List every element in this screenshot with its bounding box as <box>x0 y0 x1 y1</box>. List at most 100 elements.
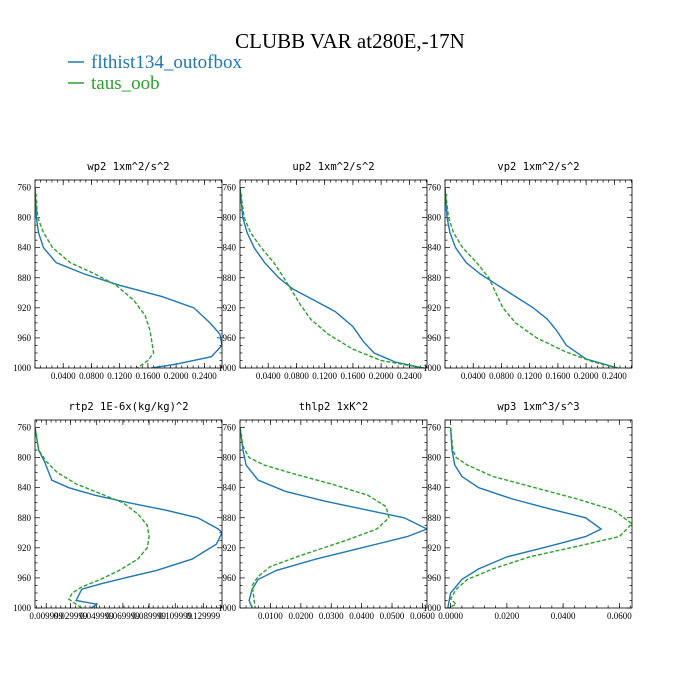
y-tick-label: 840 <box>18 243 32 253</box>
y-tick-label: 880 <box>223 513 237 523</box>
panel-title: wp2 1xm^2/s^2 <box>87 161 169 173</box>
x-tick-label: 0.2000 <box>164 371 189 381</box>
plot-frame <box>34 419 223 609</box>
x-tick-label: 0.1200 <box>107 371 132 381</box>
series-line-taus-oob <box>35 187 155 368</box>
x-tick-label: 0.1600 <box>341 371 366 381</box>
x-tick-label: 0.2000 <box>574 371 599 381</box>
x-tick-label: 0.009999 <box>29 611 63 621</box>
y-tick-label: 920 <box>223 543 237 553</box>
series-line-flthist134 <box>240 427 427 608</box>
legend-label-2: taus_oob <box>91 73 160 94</box>
panel-title: vp2 1xm^2/s^2 <box>497 161 579 173</box>
x-tick-label: 0.109999 <box>158 611 192 621</box>
y-tick-label: 880 <box>428 513 442 523</box>
panel-title: rtp2 1E-6x(kg/kg)^2 <box>68 401 188 413</box>
series-line-flthist134 <box>447 427 603 608</box>
x-tick-label: 0.089999 <box>132 611 166 621</box>
y-tick-label: 1000 <box>423 603 442 613</box>
plot-frame <box>239 419 428 609</box>
y-tick-label: 800 <box>223 213 237 223</box>
plot-frame <box>239 179 428 369</box>
x-tick-label: 0.029999 <box>54 611 88 621</box>
panel-2: up2 1xm^2/s^2 760 800 840 880 920 960 1000 0.040… <box>218 161 428 381</box>
y-tick-label: 800 <box>428 453 442 463</box>
x-tick-label: 0.1200 <box>312 371 337 381</box>
plot-frame <box>444 419 633 609</box>
x-tick-label: 0.2400 <box>397 371 422 381</box>
x-tick-label: 0.0800 <box>489 371 514 381</box>
y-tick-label: 920 <box>18 543 32 553</box>
x-tick-label: 0.2400 <box>192 371 217 381</box>
x-tick-label: 0.0200 <box>288 611 313 621</box>
x-tick-label: 0.129999 <box>186 611 220 621</box>
y-tick-label: 920 <box>18 303 32 313</box>
series-line-taus-oob <box>445 187 619 368</box>
x-tick-label: 0.0400 <box>551 611 576 621</box>
panel-title: up2 1xm^2/s^2 <box>292 161 374 173</box>
panel-title: wp3 1xm^3/s^3 <box>497 401 579 413</box>
panel-4: rtp2 1E-6x(kg/kg)^2 760 800 840 880 920 960 100… <box>13 401 223 621</box>
series-line-flthist134 <box>445 187 619 368</box>
x-tick-label: 0.069999 <box>106 611 140 621</box>
panel-1: wp2 1xm^2/s^2 760 800 840 880 920 960 1000 0.040… <box>13 161 223 381</box>
legend-label-1: flthist134_outofbox <box>91 52 242 73</box>
y-tick-label: 840 <box>223 243 237 253</box>
x-tick-label: 0.0100 <box>258 611 283 621</box>
y-tick-label: 960 <box>428 573 442 583</box>
y-tick-label: 840 <box>428 483 442 493</box>
x-tick-label: 0.1600 <box>546 371 571 381</box>
y-tick-label: 760 <box>428 183 442 193</box>
x-tick-label: 0.1600 <box>136 371 161 381</box>
y-tick-label: 840 <box>428 243 442 253</box>
y-tick-label: 840 <box>18 483 32 493</box>
y-tick-label: 760 <box>223 183 237 193</box>
x-tick-label: 0.0200 <box>494 611 519 621</box>
y-tick-label: 1000 <box>423 363 442 373</box>
panel-3: vp2 1xm^2/s^2 760 800 840 880 920 960 1000 0.040… <box>423 161 633 381</box>
plot-frame <box>34 179 223 369</box>
y-tick-label: 760 <box>223 423 237 433</box>
y-tick-label: 1000 <box>13 363 32 373</box>
x-tick-label: 0.0400 <box>256 371 281 381</box>
x-tick-label: 0.0500 <box>380 611 405 621</box>
x-tick-label: 0.0400 <box>461 371 486 381</box>
y-tick-label: 960 <box>223 333 237 343</box>
x-tick-label: 0.0600 <box>410 611 435 621</box>
y-tick-label: 800 <box>223 453 237 463</box>
series-line-taus-oob <box>240 427 390 608</box>
series-line-flthist134 <box>35 187 222 368</box>
y-tick-label: 920 <box>428 303 442 313</box>
panel-5: thlp2 1xK^2 760 800 840 880 920 960 1000 0.0100 0… <box>218 401 435 621</box>
y-tick-label: 960 <box>18 573 32 583</box>
plot-frame <box>444 179 633 369</box>
y-tick-label: 1000 <box>218 363 237 373</box>
y-tick-label: 880 <box>18 513 32 523</box>
y-tick-label: 1000 <box>13 603 32 613</box>
y-tick-label: 800 <box>428 213 442 223</box>
panel-grid: wp2 1xm^2/s^2 760 800 840 880 920 960 1000 0.040… <box>13 161 633 621</box>
y-tick-label: 920 <box>428 543 442 553</box>
y-tick-label: 960 <box>223 573 237 583</box>
series-line-flthist134 <box>240 187 424 368</box>
series-line-taus-oob <box>447 427 632 608</box>
y-tick-label: 920 <box>223 303 237 313</box>
figure-title: CLUBB VAR at280E,-17N <box>235 29 465 53</box>
y-tick-label: 760 <box>18 183 32 193</box>
x-tick-label: 0.2000 <box>369 371 394 381</box>
y-tick-label: 960 <box>428 333 442 343</box>
y-tick-label: 960 <box>18 333 32 343</box>
y-tick-label: 800 <box>18 213 32 223</box>
y-tick-label: 760 <box>18 423 32 433</box>
y-tick-label: 880 <box>18 273 32 283</box>
y-tick-label: 880 <box>223 273 237 283</box>
legend: flthist134_outofbox taus_oob <box>68 52 242 94</box>
y-tick-label: 1000 <box>218 603 237 613</box>
y-tick-label: 880 <box>428 273 442 283</box>
panel-title: thlp2 1xK^2 <box>299 401 369 413</box>
x-tick-label: 0.1200 <box>517 371 542 381</box>
series-line-taus-oob <box>35 427 150 608</box>
x-tick-label: 0.0800 <box>284 371 309 381</box>
y-tick-label: 800 <box>18 453 32 463</box>
